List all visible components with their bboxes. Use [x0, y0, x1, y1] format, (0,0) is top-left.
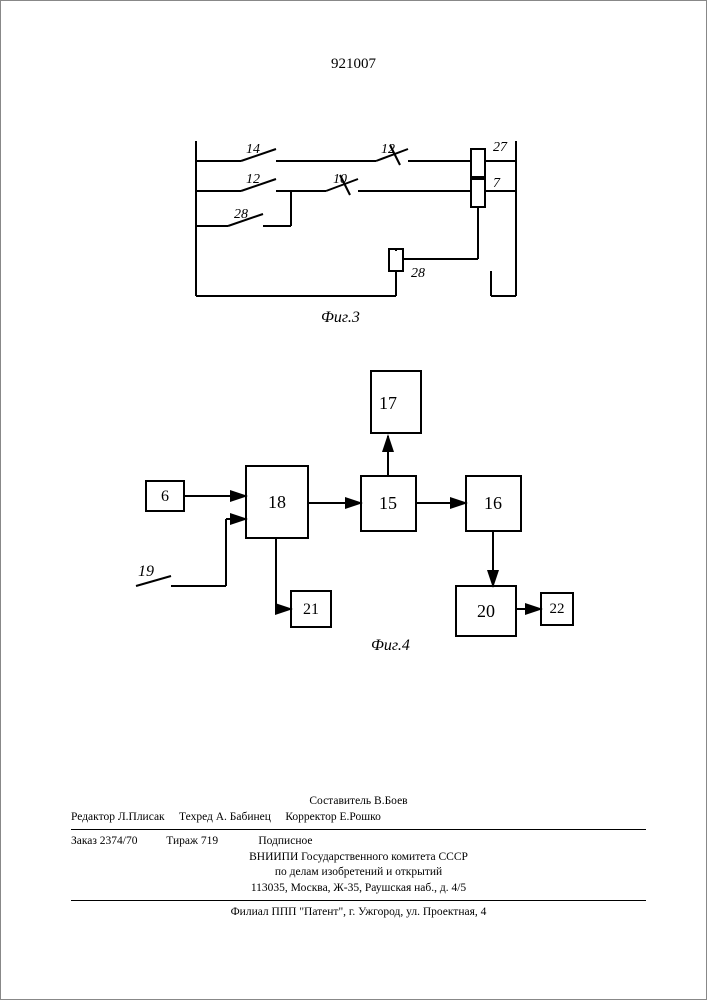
fig4-label-19: 19	[138, 563, 154, 580]
footer-rule-2	[71, 900, 646, 901]
fig3-label-12a: 12	[381, 142, 395, 157]
fig4-label-18: 18	[268, 492, 286, 512]
fig3-label-10: 10	[333, 172, 347, 187]
footer-branch: Филиал ППП "Патент", г. Ужгород, ул. Про…	[71, 905, 646, 921]
footer-subscription: Подписное	[258, 835, 312, 847]
fig3-label-28b: 28	[411, 266, 425, 281]
fig4-label-17: 17	[379, 393, 397, 413]
footer-editor: Редактор Л.Плисак	[71, 811, 165, 823]
figure-4-caption: Фиг.4	[371, 637, 410, 655]
fig3-label-12b: 12	[246, 172, 260, 187]
fig4-label-16: 16	[484, 493, 502, 513]
fig3-label-14: 14	[246, 142, 260, 157]
footer-org2: по делам изобретений и открытий	[71, 865, 646, 881]
footer-corrector: Корректор Е.Рошко	[285, 811, 381, 823]
footer-address: 113035, Москва, Ж-35, Раушская наб., д. …	[71, 881, 646, 897]
figure-4-svg: 17 6 18 15 16 19 21 20 22	[116, 361, 576, 681]
footer-tech: Техред А. Бабинец	[179, 811, 271, 823]
footer-printrun: Тираж 719	[166, 835, 218, 847]
footer-order: Заказ 2374/70	[71, 835, 138, 847]
footer-rule-1	[71, 829, 646, 830]
footer-order-row: Заказ 2374/70 Тираж 719 Подписное	[71, 834, 646, 850]
footer-org1: ВНИИПИ Государственного комитета СССР	[71, 850, 646, 866]
document-number: 921007	[1, 56, 706, 73]
fig3-label-28a: 28	[234, 207, 248, 222]
fig4-label-21: 21	[303, 601, 319, 618]
fig4-label-22: 22	[550, 601, 565, 617]
figure-3-caption: Фиг.3	[321, 309, 360, 327]
fig4-label-6: 6	[161, 488, 169, 505]
footer-block: Составитель В.Боев Редактор Л.Плисак Тех…	[71, 794, 646, 921]
fig4-label-15: 15	[379, 493, 397, 513]
page: 921007	[0, 0, 707, 1000]
fig4-label-20: 20	[477, 601, 495, 621]
footer-compiler: Составитель В.Боев	[71, 794, 646, 810]
footer-credits-row: Редактор Л.Плисак Техред А. Бабинец Корр…	[71, 810, 646, 826]
fig3-label-27: 27	[493, 140, 508, 155]
fig3-label-7: 7	[493, 176, 501, 191]
figure-3-svg: 14 12 27 12 10 7 28 28	[186, 131, 546, 321]
